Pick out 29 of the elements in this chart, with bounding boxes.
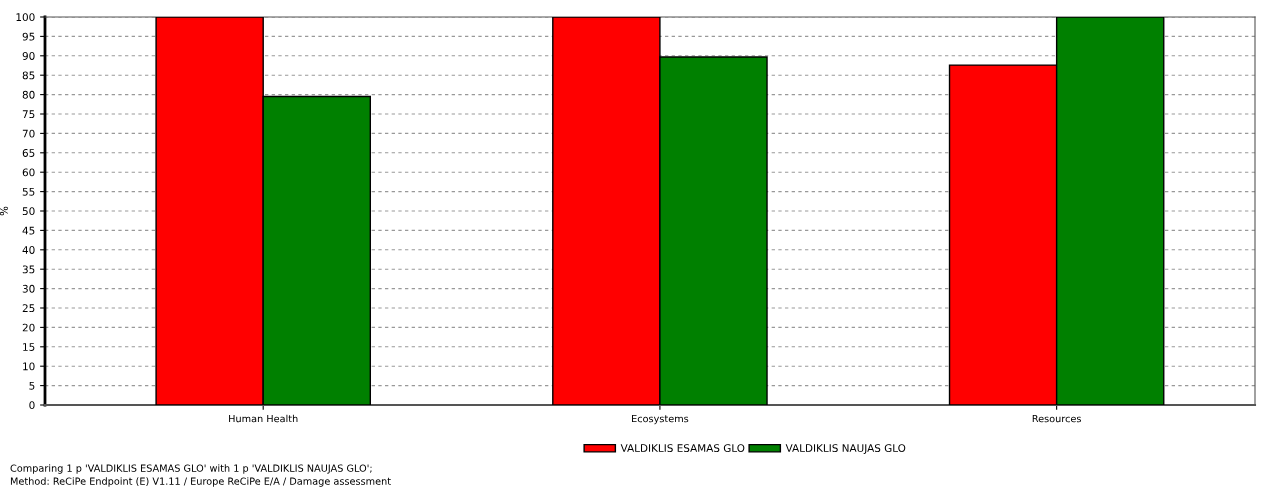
- x-tick-label: Resources: [1032, 415, 1081, 423]
- y-tick-label: 95: [22, 32, 35, 41]
- y-tick-label: 70: [22, 129, 35, 138]
- legend-label: VALDIKLIS ESAMAS GLO: [620, 444, 745, 453]
- y-tick-label: 5: [29, 381, 35, 390]
- y-tick-label: 20: [22, 323, 35, 332]
- y-tick-label: 85: [22, 71, 35, 80]
- legend-label: VALDIKLIS NAUJAS GLO: [785, 444, 906, 454]
- y-tick-label: 55: [22, 187, 35, 196]
- y-tick-label: 60: [22, 168, 35, 177]
- y-tick-label: 80: [22, 90, 35, 99]
- x-tick-label: Human Health: [229, 414, 298, 423]
- y-tick-label: 35: [22, 265, 35, 274]
- y-tick-label: 15: [23, 343, 35, 351]
- y-tick-label: 0: [29, 401, 35, 410]
- y-tick-label: 10: [23, 362, 35, 371]
- y-tick-label: 45: [22, 226, 35, 235]
- x-tick-label: Ecosystems: [632, 415, 689, 425]
- y-tick-label: 75: [22, 110, 35, 119]
- text: Comparing 1 p 'VALDIKLIS ESAMAS GLO' with 1 p 'VALDIKLIS NAUJAS GLO';: [10, 464, 372, 474]
- y-tick-label: 25: [22, 304, 35, 313]
- y-tick-label: 65: [22, 149, 35, 157]
- y-axis-title: %: [0, 206, 8, 216]
- y-tick-label: 30: [22, 284, 35, 293]
- y-tick-label: 40: [22, 246, 35, 254]
- y-tick-label: 90: [22, 52, 35, 60]
- y-tick-label: 50: [22, 207, 35, 216]
- text: Method: ReCiPe Endpoint (E) V1.11 / Europe ReCiPe E/A / Damage assessment: [10, 477, 391, 487]
- y-tick-label: 100: [16, 13, 35, 22]
